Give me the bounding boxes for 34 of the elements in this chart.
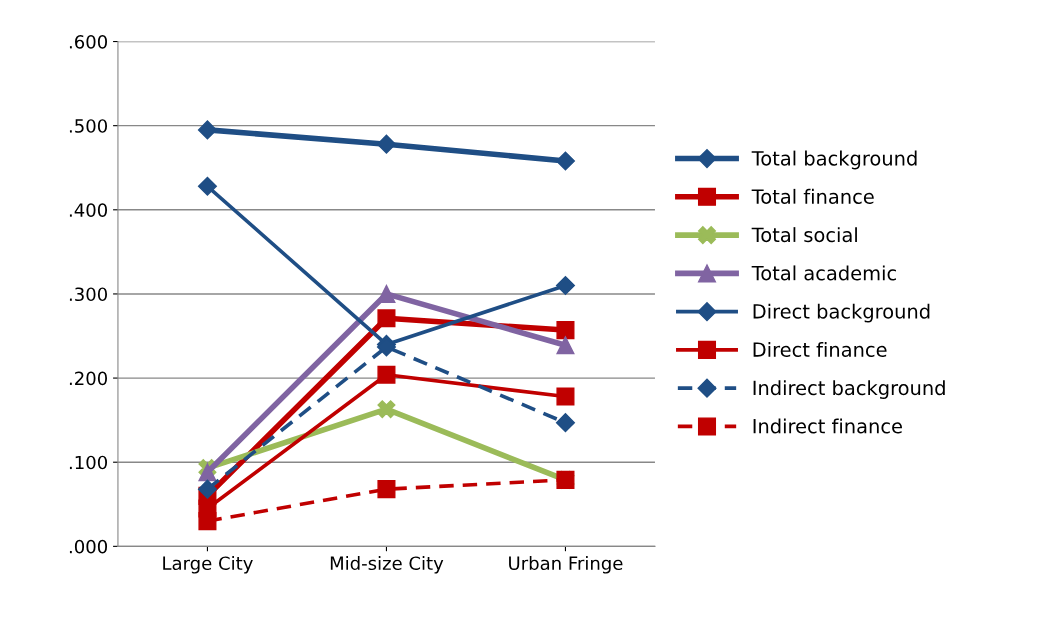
point [198,512,217,531]
legend-label: Direct background [753,303,930,323]
x-tick-label: Urban Fringe [509,556,623,574]
point [555,413,575,433]
point [377,480,396,499]
y-tick-label: .000 [69,539,108,554]
legend-label: Total finance [751,188,874,204]
point [198,463,217,482]
legend-label: Direct finance [753,341,887,357]
point [197,479,217,499]
point [556,387,575,406]
x-tick-label: Mid-size City [330,556,444,574]
legend-label: Total social [751,227,857,243]
point [377,309,396,328]
y-tick-label: .300 [69,287,108,302]
point [556,336,575,355]
y-tick-label: .600 [69,34,108,49]
legend-label: Total academic [751,265,896,281]
point [376,134,396,154]
x-tick-label: Large City [163,556,253,574]
point [377,400,396,419]
point [197,120,217,140]
y-tick-label: .200 [69,371,108,386]
y-tick-label: .500 [69,119,108,133]
point [555,151,575,171]
point [556,321,575,340]
y-tick-label: .100 [69,455,108,470]
legend-label: Indirect finance [753,418,902,434]
y-tick-label: .400 [69,203,108,217]
point [555,275,575,296]
point [197,176,217,196]
legend-label: Indirect background [753,380,945,400]
point [377,365,396,384]
legend-label: Total background [751,150,917,170]
